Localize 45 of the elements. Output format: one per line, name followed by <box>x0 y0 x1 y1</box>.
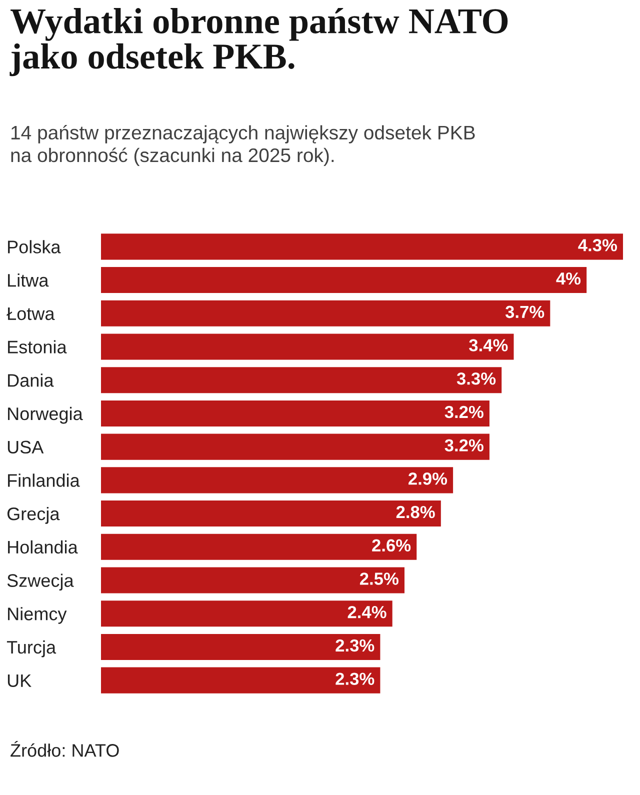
data-label: 2.9% <box>408 472 448 485</box>
bar <box>101 467 454 494</box>
data-label: 4.3% <box>578 239 617 252</box>
data-label: 3.3% <box>456 372 496 385</box>
bar <box>101 600 392 627</box>
y-tick-label: Turcja <box>6 640 56 658</box>
bar <box>101 234 623 260</box>
data-label: 3.4% <box>469 339 508 352</box>
y-tick-label: Łotwa <box>6 308 55 320</box>
bar <box>101 267 587 294</box>
bar <box>101 534 417 560</box>
data-label: 3.2% <box>444 439 484 452</box>
data-label: 2.4% <box>348 606 386 618</box>
y-tick-label: Litwa <box>8 273 49 287</box>
chart-subtitle: 14 państw przeznaczających największy odsetek PKB na obronność (szacunki na 2025 rok). <box>11 125 475 166</box>
data-label: 2.6% <box>372 539 411 552</box>
y-tick-label: Norwegia <box>8 406 83 424</box>
bar <box>101 300 550 326</box>
data-label: 2.3% <box>336 639 374 652</box>
y-tick-label: Estonia <box>8 340 67 354</box>
data-label: 3.7% <box>505 306 544 318</box>
data-label: 4% <box>556 272 581 285</box>
bar <box>101 500 441 527</box>
bar <box>101 400 490 426</box>
y-tick-label: Finlandia <box>8 474 80 487</box>
data-label: 2.3% <box>336 672 374 686</box>
y-tick-label: Polska <box>8 240 61 254</box>
bar <box>101 634 380 660</box>
data-label: 2.5% <box>360 572 398 585</box>
y-tick-label: USA <box>8 440 44 454</box>
bar <box>101 567 404 594</box>
data-label: 2.8% <box>396 506 435 518</box>
bar <box>101 367 502 394</box>
text: Źródło: NATO <box>10 741 119 757</box>
bar <box>101 667 380 694</box>
y-tick-label: Niemcy <box>8 607 67 624</box>
y-tick-label: Grecja <box>7 506 60 524</box>
y-tick-label: Dania <box>8 374 54 387</box>
y-tick-label: UK <box>8 674 32 688</box>
y-tick-label: Szwecja <box>7 574 74 591</box>
y-tick-label: Holandia <box>8 540 78 554</box>
bar <box>101 434 490 460</box>
data-label: 3.2% <box>444 406 484 418</box>
bar <box>101 334 514 360</box>
chart-title: Wydatki obronne państw NATO jako odsetek PKB. <box>10 8 508 76</box>
